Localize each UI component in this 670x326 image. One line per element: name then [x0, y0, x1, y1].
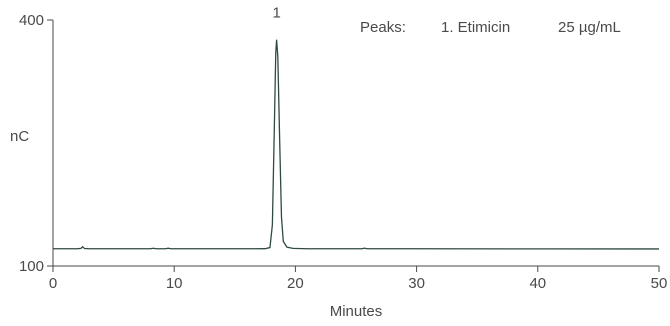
peak-label-1: 1	[272, 5, 280, 22]
peaks-legend: Peaks: 1. Etimicin 25 µg/mL	[360, 19, 621, 36]
x-ticks: 0 10 20 30 40 50	[49, 266, 668, 292]
x-tick-label: 20	[287, 275, 304, 292]
chromatogram-trace	[53, 39, 660, 250]
x-tick-label: 30	[408, 275, 425, 292]
axes	[52, 20, 659, 267]
legend-entry-label: 1. Etimicin	[441, 19, 510, 36]
legend-entry-concentration: 25 µg/mL	[558, 19, 621, 36]
y-tick-label: 100	[19, 258, 44, 275]
x-tick-label: 0	[49, 275, 57, 292]
x-axis-label: Minutes	[330, 303, 383, 320]
y-tick-label: 400	[19, 12, 44, 29]
x-tick-label: 10	[166, 275, 183, 292]
y-ticks: 100 400	[19, 12, 53, 275]
x-tick-label: 50	[651, 275, 668, 292]
peak-labels: 1	[272, 5, 280, 22]
legend-heading: Peaks:	[360, 19, 406, 36]
y-axis-label: nC	[10, 128, 29, 145]
x-tick-label: 40	[529, 275, 546, 292]
